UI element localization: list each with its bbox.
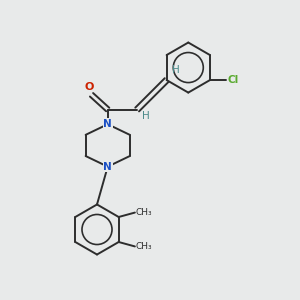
Text: H: H — [142, 111, 150, 121]
Text: N: N — [103, 162, 112, 172]
Text: O: O — [85, 82, 94, 92]
Text: CH₃: CH₃ — [136, 242, 152, 251]
Text: Cl: Cl — [228, 75, 239, 85]
Text: N: N — [103, 119, 112, 129]
Text: H: H — [172, 65, 180, 75]
Text: CH₃: CH₃ — [136, 208, 152, 217]
